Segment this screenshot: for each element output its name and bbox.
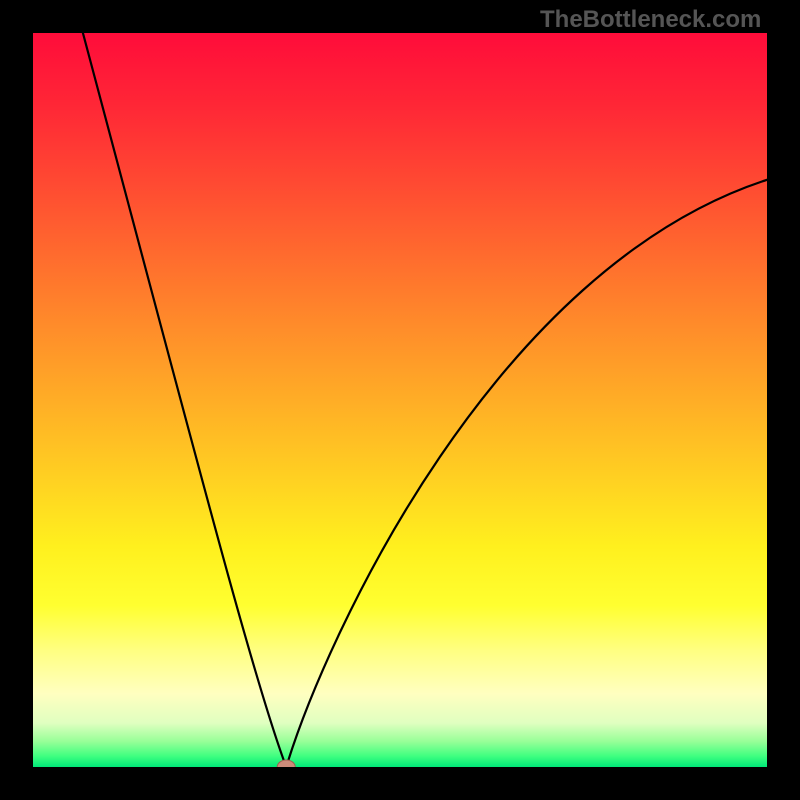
gradient-background <box>33 33 767 767</box>
watermark-text: TheBottleneck.com <box>540 6 761 34</box>
chart-frame <box>33 33 767 767</box>
bottleneck-chart <box>33 33 767 767</box>
